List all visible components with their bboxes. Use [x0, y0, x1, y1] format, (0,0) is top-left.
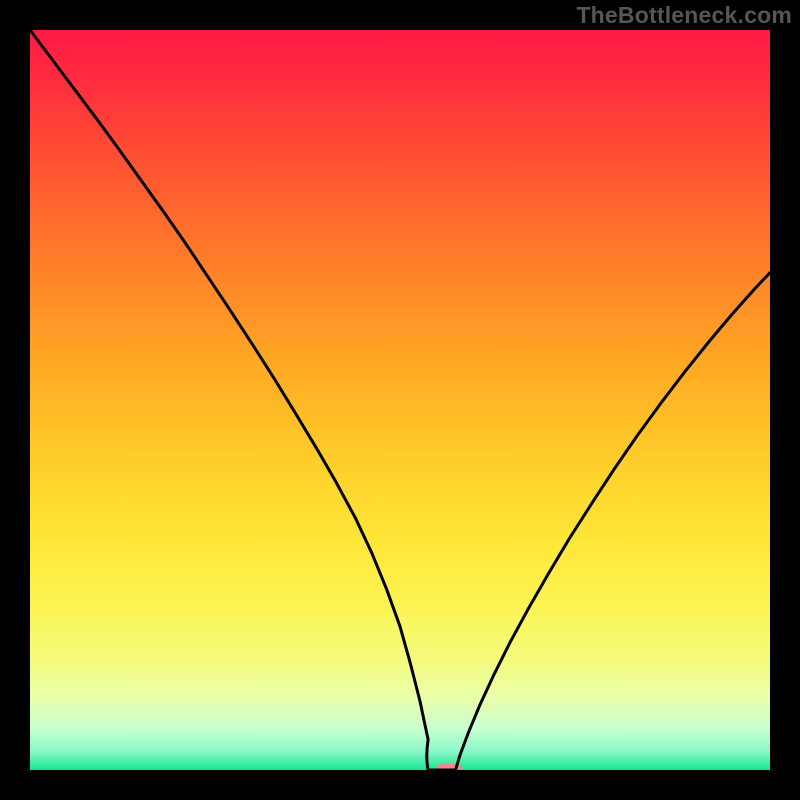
- bottleneck-chart: [30, 30, 770, 770]
- chart-frame: { "canvas": { "width": 800, "height": 80…: [0, 0, 800, 800]
- chart-background: [30, 30, 770, 770]
- watermark-text: TheBottleneck.com: [576, 2, 792, 29]
